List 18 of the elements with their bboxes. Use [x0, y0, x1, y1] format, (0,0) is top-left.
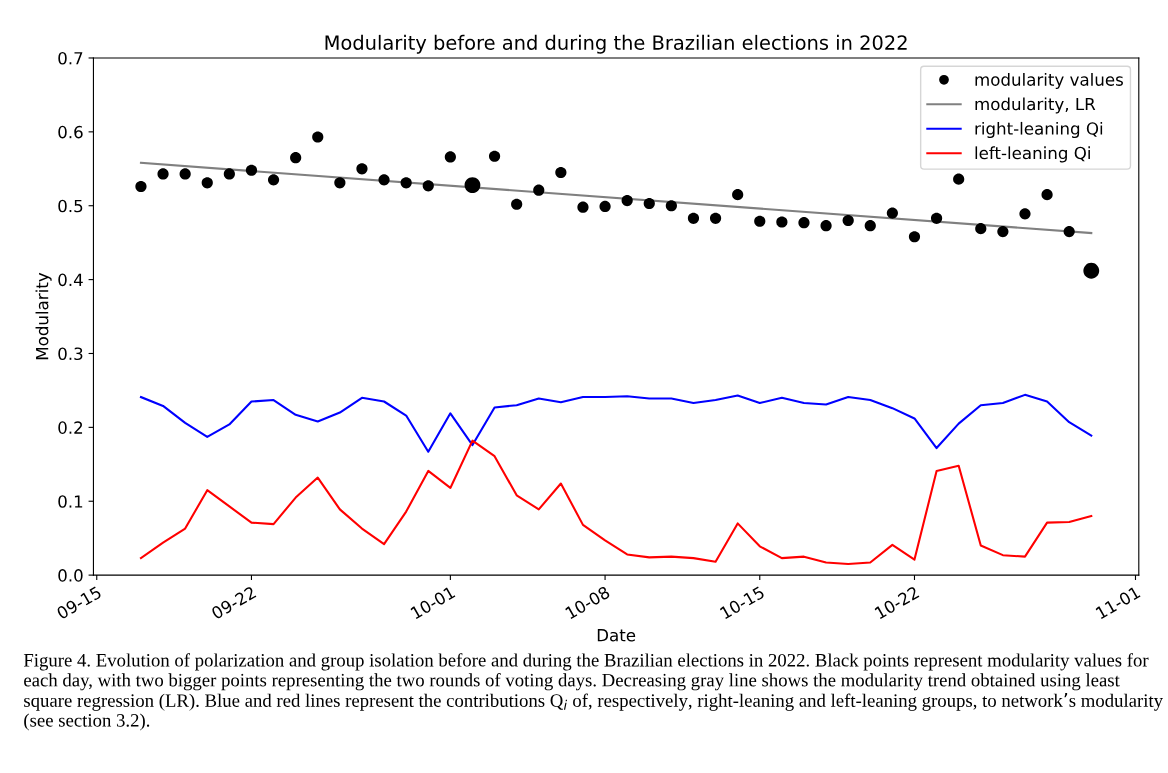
- y-tick-label: 0.0: [58, 569, 83, 582]
- x-axis-title: Date: [597, 629, 636, 642]
- line-series: [139, 439, 1093, 566]
- y-tick-label: 0.6: [58, 125, 83, 139]
- legend-label: modularity, LR: [975, 97, 1096, 114]
- text: Figure 4. Evolution of polarization and group isolation before and during the Brazilian elections in 2022. Black points represent modularity values for each day, with two bigger points representing the two rounds of voting days. Decreasing gray line shows the modularity trend obtained using least square regression (LR). Blue and red lines represent the contributions Q$_{i}$ of, respectively, right-leaning and left-leaning groups, to network’s modularity (see section 3.2).: [23, 653, 1163, 731]
- y-tick-label: 0.4: [58, 273, 83, 287]
- legend-label: modularity values: [975, 72, 1123, 90]
- chart-title: Modularity before and during the Brazilian elections in 2022: [325, 34, 907, 54]
- y-axis-title: Modularity: [35, 272, 52, 360]
- line-series: [139, 393, 1093, 453]
- y-tick-label: 0.7: [58, 51, 83, 65]
- y-tick-label: 0.2: [58, 421, 83, 434]
- y-tick-label: 0.1: [58, 495, 83, 508]
- legend-label: right-leaning Qi: [975, 121, 1103, 139]
- y-tick-label: 0.5: [58, 199, 83, 213]
- y-tick-label: 0.3: [58, 347, 83, 361]
- legend-label: left-leaning Qi: [975, 146, 1090, 163]
